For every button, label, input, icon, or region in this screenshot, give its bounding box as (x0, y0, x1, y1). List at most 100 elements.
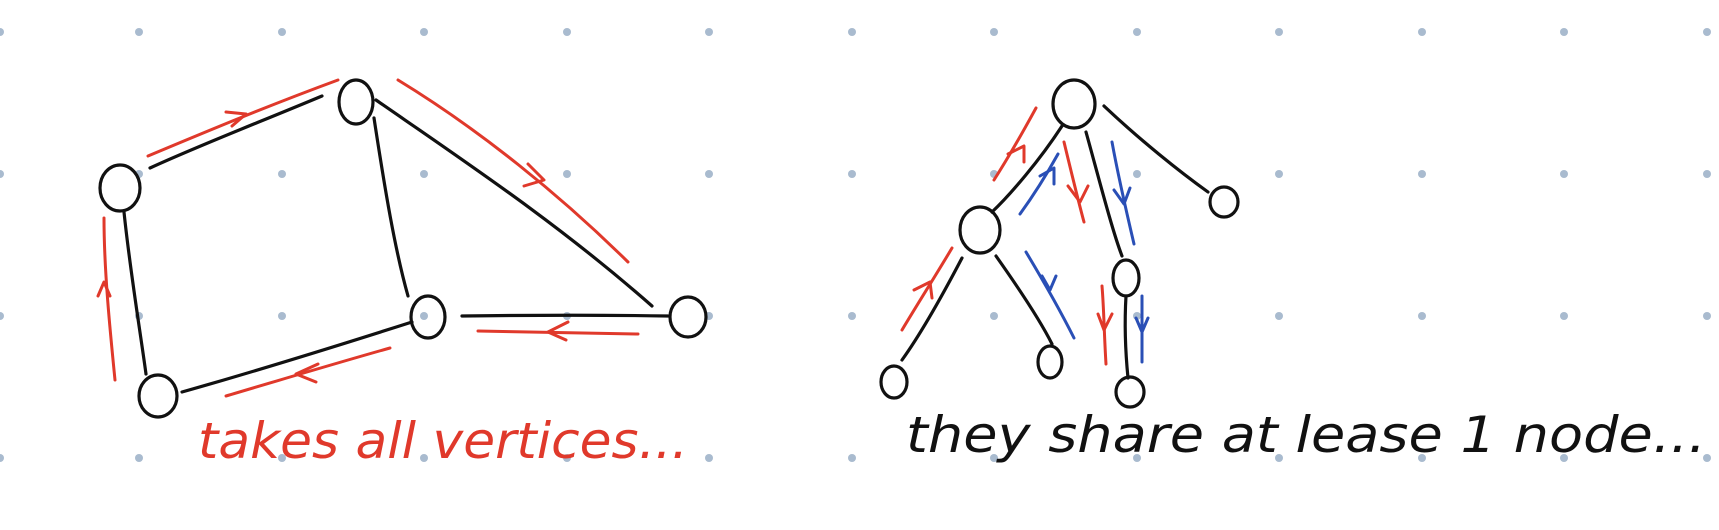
grid-dot (705, 170, 713, 178)
grid-dot (1560, 454, 1568, 462)
grid-dot (1560, 312, 1568, 320)
right-nodes (879, 78, 1240, 409)
arrowhead (1134, 316, 1150, 334)
edge-l-ll (900, 256, 964, 362)
arrowhead (1112, 186, 1132, 206)
edge-root-l (990, 124, 1064, 214)
edge-m-mb (1123, 294, 1130, 380)
grid-dot (563, 28, 571, 36)
arrowhead (912, 280, 934, 300)
right-blue-path (1018, 140, 1150, 364)
node-left-right-leaf (1036, 344, 1064, 380)
grid-dot (1275, 312, 1283, 320)
node-left-leaf (879, 364, 909, 400)
left-nodes (98, 78, 708, 419)
red-arrow-d-e (224, 346, 392, 398)
arrowhead (522, 162, 546, 188)
grid-dot (563, 454, 571, 462)
blue-up-upper (1018, 152, 1060, 216)
left-graph: takes all vertices... (96, 78, 708, 470)
node-left (958, 205, 1002, 255)
blue-up-lower (1024, 250, 1076, 340)
red-arrow-b-c (396, 78, 630, 264)
edge-b-d (372, 116, 410, 298)
grid-dot (0, 170, 4, 178)
grid-dot (848, 170, 856, 178)
arrowhead (1038, 166, 1056, 186)
grid-dot (420, 312, 428, 320)
arrowhead (1096, 312, 1114, 332)
node-d (409, 294, 447, 340)
arrowhead (96, 280, 112, 298)
grid-dot (1418, 28, 1426, 36)
left-caption: takes all vertices... (198, 412, 688, 470)
edge-b-c (374, 98, 654, 308)
right-red-path (900, 106, 1114, 366)
right-edges (900, 104, 1210, 380)
grid-dot (1703, 28, 1711, 36)
grid-dot (1275, 170, 1283, 178)
node-c (668, 295, 708, 339)
node-middle (1111, 258, 1141, 298)
grid-dot (990, 28, 998, 36)
grid-dot (0, 454, 4, 462)
blue-down-upper (1110, 140, 1136, 246)
arrowhead (1006, 144, 1026, 164)
grid-dot (1560, 28, 1568, 36)
grid-dot (278, 454, 286, 462)
edge-e-d (180, 320, 414, 394)
grid-dot (278, 28, 286, 36)
node-middle-leaf (1114, 375, 1146, 409)
grid-dot (1560, 170, 1568, 178)
node-b (337, 78, 375, 126)
red-down-lower (1100, 284, 1108, 366)
grid-dot (705, 454, 713, 462)
arrowhead (546, 320, 570, 342)
arrowhead (224, 110, 248, 128)
grid-dot (420, 454, 428, 462)
grid-dot (848, 28, 856, 36)
grid-dot (1133, 170, 1141, 178)
grid-dot (990, 312, 998, 320)
node-right-leaf (1208, 185, 1240, 219)
red-down-upper (1062, 140, 1086, 224)
right-caption: they share at lease 1 node... (906, 406, 1706, 464)
grid-dot (135, 28, 143, 36)
grid-dot (1133, 454, 1141, 462)
dot-grid (0, 28, 1711, 462)
grid-dot (1418, 454, 1426, 462)
edge-d-c (460, 313, 670, 318)
node-root (1051, 78, 1097, 130)
edge-l-lr (994, 254, 1054, 346)
edge-root-m (1084, 130, 1124, 258)
grid-dot (0, 312, 4, 320)
grid-dot (420, 170, 428, 178)
arrowhead (294, 362, 320, 384)
left-red-path (96, 78, 640, 398)
grid-dot (1133, 28, 1141, 36)
grid-dot (420, 28, 428, 36)
grid-dot (278, 170, 286, 178)
grid-dot (848, 454, 856, 462)
grid-dot (1275, 454, 1283, 462)
arrowhead (1066, 184, 1090, 204)
red-arrow-c-d (476, 329, 640, 336)
arrowhead (1040, 274, 1058, 292)
right-graph: they share at lease 1 node... (879, 78, 1706, 464)
grid-dot (135, 454, 143, 462)
left-edges (122, 94, 670, 394)
edge-a-e (122, 210, 148, 376)
grid-dot (1703, 170, 1711, 178)
grid-dot (705, 28, 713, 36)
grid-dot (563, 170, 571, 178)
grid-dot (1418, 170, 1426, 178)
node-e (137, 373, 179, 419)
grid-dot (1703, 312, 1711, 320)
edge-root-r (1102, 104, 1210, 194)
red-up-lower (900, 246, 954, 332)
node-a (98, 163, 142, 213)
edge-a-b (148, 94, 324, 170)
grid-dot (0, 28, 4, 36)
grid-dot (278, 312, 286, 320)
grid-dot (990, 454, 998, 462)
